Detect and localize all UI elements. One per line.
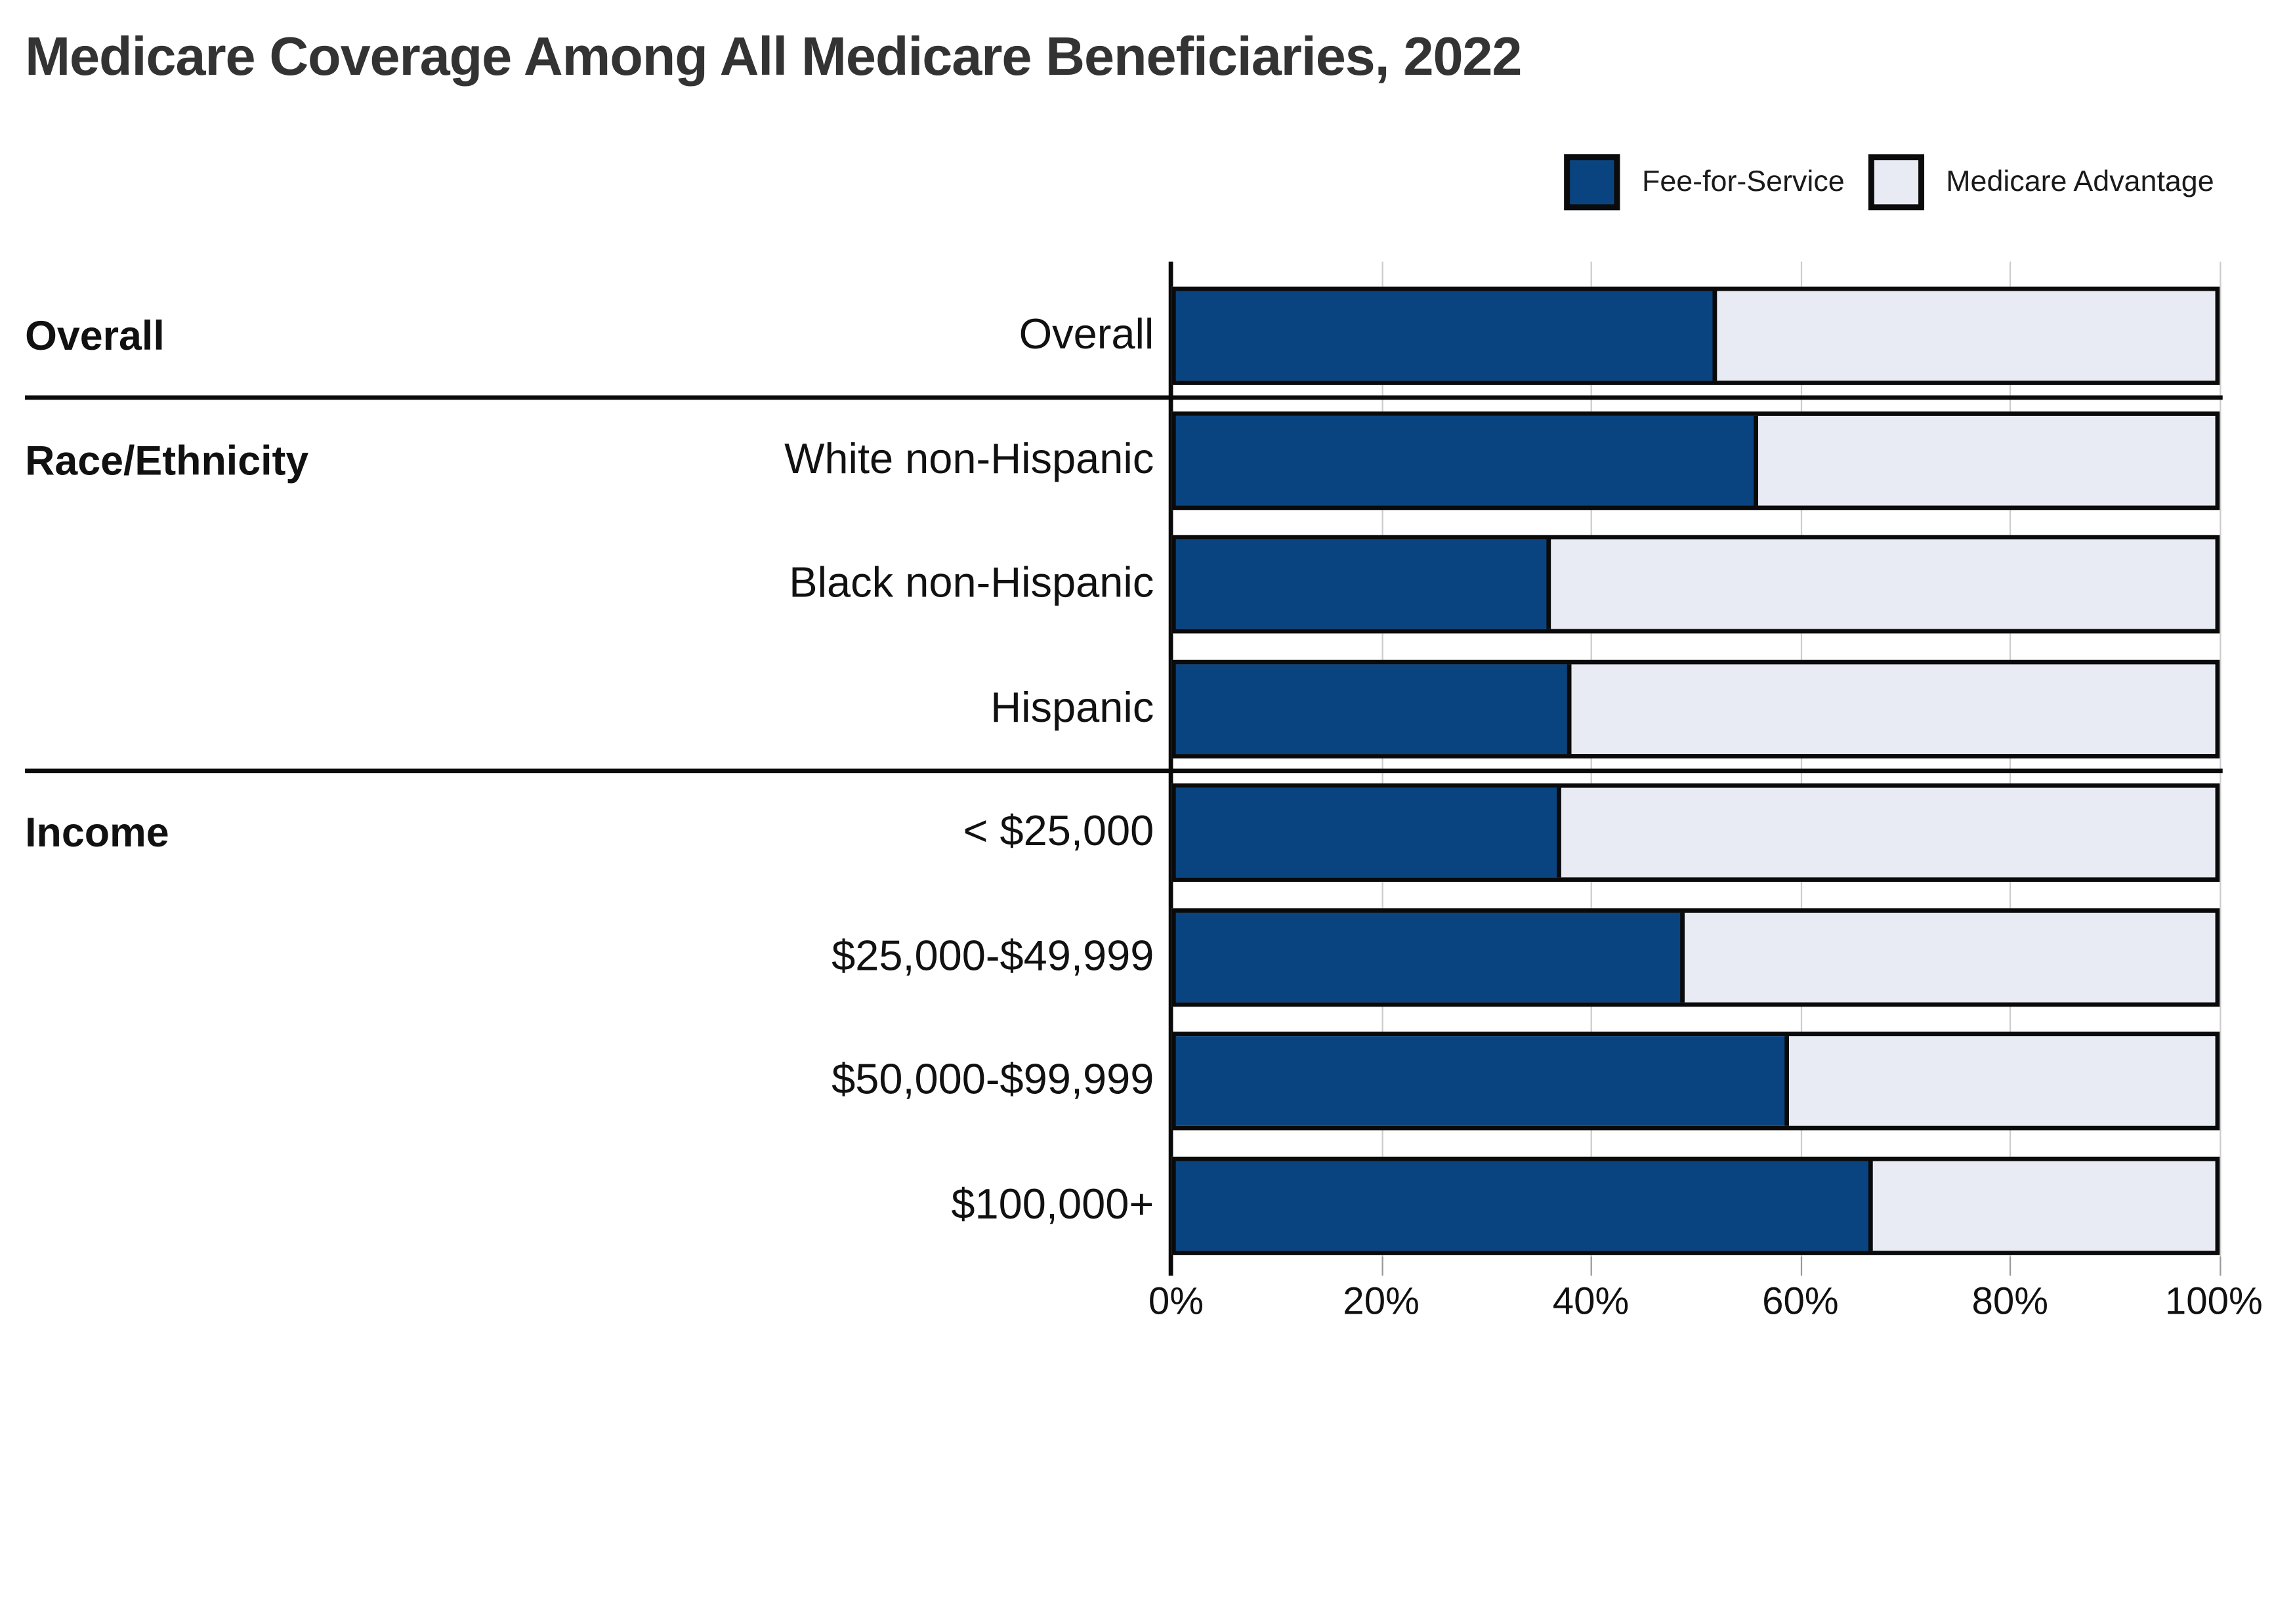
row-label-50000-99999: $50,000-$99,999 — [832, 1056, 1154, 1104]
group-label-overall: Overall — [25, 313, 165, 359]
x-tick-80 — [2010, 1257, 2012, 1276]
bar-100000-plus — [1171, 1156, 2220, 1255]
bar-segment-fee-for-service — [1175, 1160, 1872, 1251]
bar-segment-fee-for-service — [1175, 291, 1717, 381]
legend: Fee-for-Service Medicare Advantage — [1564, 154, 2214, 211]
bar-segment-fee-for-service — [1175, 415, 1758, 505]
x-tick-label-20: 20% — [1343, 1278, 1420, 1323]
legend-swatch-medicare-advantage-icon — [1868, 154, 1924, 211]
row-label-hispanic: Hispanic — [990, 684, 1154, 732]
bar-25000-49999 — [1171, 907, 2220, 1007]
gridline-60 — [1800, 261, 1802, 1259]
bar-hispanic — [1171, 659, 2220, 758]
x-tick-label-40: 40% — [1552, 1278, 1630, 1323]
legend-label-medicare-advantage: Medicare Advantage — [1946, 165, 2214, 198]
bar-segment-fee-for-service — [1175, 911, 1685, 1002]
bar-segment-fee-for-service — [1175, 787, 1561, 878]
bar-overall — [1171, 286, 2220, 385]
x-tick-60 — [1800, 1257, 1802, 1276]
row-label-25000-49999: $25,000-$49,999 — [832, 932, 1154, 980]
row-label-white-non-hispanic: White non-Hispanic — [784, 436, 1154, 483]
gridline-100 — [2219, 261, 2221, 1259]
gridline-40 — [1590, 261, 1593, 1259]
x-tick-label-80: 80% — [1971, 1278, 2049, 1323]
group-label-income: Income — [25, 810, 169, 856]
gridline-80 — [2010, 261, 2012, 1259]
gridline-20 — [1381, 261, 1383, 1259]
group-label-race-ethnicity: Race/Ethnicity — [25, 437, 309, 483]
row-label-overall: Overall — [1019, 311, 1154, 359]
legend-swatch-fee-for-service-icon — [1564, 154, 1620, 211]
bar-white-non-hispanic — [1171, 411, 2220, 510]
bar-black-non-hispanic — [1171, 535, 2220, 634]
row-label-100000-plus: $100,000+ — [951, 1180, 1154, 1228]
bar-under-25000 — [1171, 783, 2220, 882]
bar-segment-fee-for-service — [1175, 539, 1551, 629]
legend-item-medicare-advantage: Medicare Advantage — [1868, 154, 2214, 211]
row-label-under-25000: < $25,000 — [963, 808, 1154, 856]
bar-segment-fee-for-service — [1175, 1036, 1790, 1126]
x-tick-label-60: 60% — [1762, 1278, 1839, 1323]
bar-50000-99999 — [1171, 1031, 2220, 1131]
page-title: Medicare Coverage Among All Medicare Ben… — [25, 26, 1522, 87]
group-separator-overall-race — [25, 395, 2223, 400]
x-tick-20 — [1381, 1257, 1383, 1276]
legend-label-fee-for-service: Fee-for-Service — [1641, 165, 1845, 198]
x-tick-label-100: 100% — [2164, 1278, 2263, 1323]
x-tick-40 — [1590, 1257, 1593, 1276]
legend-item-fee-for-service: Fee-for-Service — [1564, 154, 1845, 211]
bar-segment-fee-for-service — [1175, 663, 1571, 753]
x-tick-label-0: 0% — [1148, 1278, 1204, 1323]
row-label-black-non-hispanic: Black non-Hispanic — [789, 560, 1154, 608]
group-separator-race-income — [25, 768, 2223, 773]
x-tick-100 — [2219, 1257, 2221, 1276]
